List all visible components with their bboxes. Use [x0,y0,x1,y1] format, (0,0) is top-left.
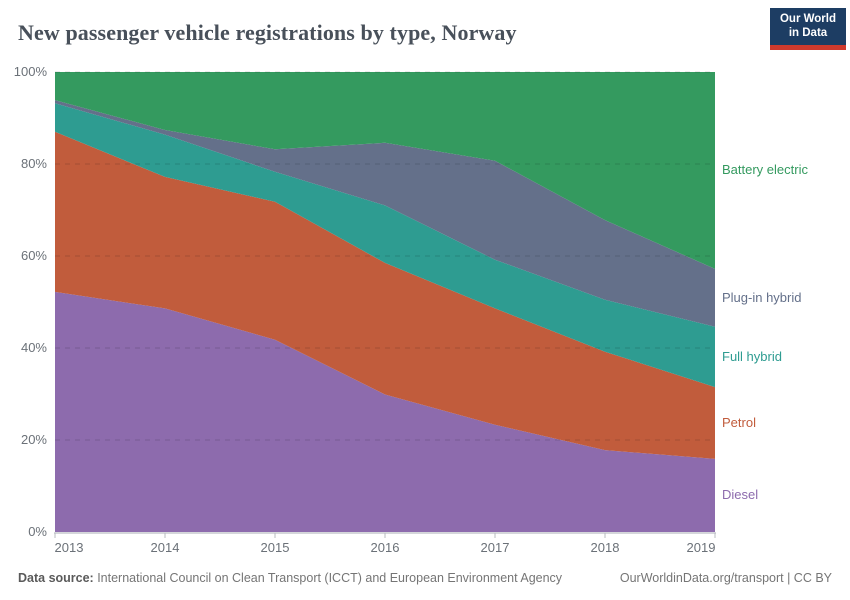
y-tick-label-20%: 20% [20,432,47,447]
y-tick-label-60%: 60% [20,248,47,263]
x-tick-label-2013: 2013 [54,540,84,555]
owid-logo-text: Our World in Data [770,12,846,40]
y-tick-label-0%: 0% [28,524,47,539]
x-tick-label-2015: 2015 [260,540,290,555]
legend-label-full-hybrid[interactable]: Full hybrid [722,348,782,364]
legend-label-battery-electric[interactable]: Battery electric [722,162,808,178]
area-petrol[interactable] [55,131,715,459]
area-plug-in-hybrid[interactable] [55,100,715,327]
owid-logo-red-bar [770,45,846,50]
owid-logo-line1: Our World [779,13,836,25]
y-tick-label-80%: 80% [20,156,47,171]
owid-logo-line2: in Data [788,27,828,39]
x-tick-label-2018: 2018 [590,540,620,555]
legend-label-petrol[interactable]: Petrol [722,414,756,430]
x-tick-label-2014: 2014 [150,540,180,555]
x-tick-label-2019: 2019 [686,540,716,555]
data-source-text: International Council on Clean Transport… [93,571,563,585]
y-tick-label-100%: 100% [13,64,47,79]
area-diesel[interactable] [55,291,715,532]
data-source-label: Data source: [18,571,94,585]
x-tick-label-2016: 2016 [370,540,400,555]
legend-label-diesel[interactable]: Diesel [722,487,759,503]
area-battery-electric[interactable] [55,72,715,269]
footer-citation[interactable]: OurWorldinData.org/transport | CC BY [619,571,832,585]
area-full-hybrid[interactable] [55,103,715,388]
legend-label-plug-in-hybrid[interactable]: Plug-in hybrid [722,289,802,305]
page-title: New passenger vehicle registrations by t… [18,20,517,45]
y-tick-label-40%: 40% [20,340,47,355]
footer: Data source: International Council on Cl… [18,570,832,586]
x-tick-label-2017: 2017 [480,540,510,555]
owid-logo[interactable]: Our World in Data [770,8,846,50]
